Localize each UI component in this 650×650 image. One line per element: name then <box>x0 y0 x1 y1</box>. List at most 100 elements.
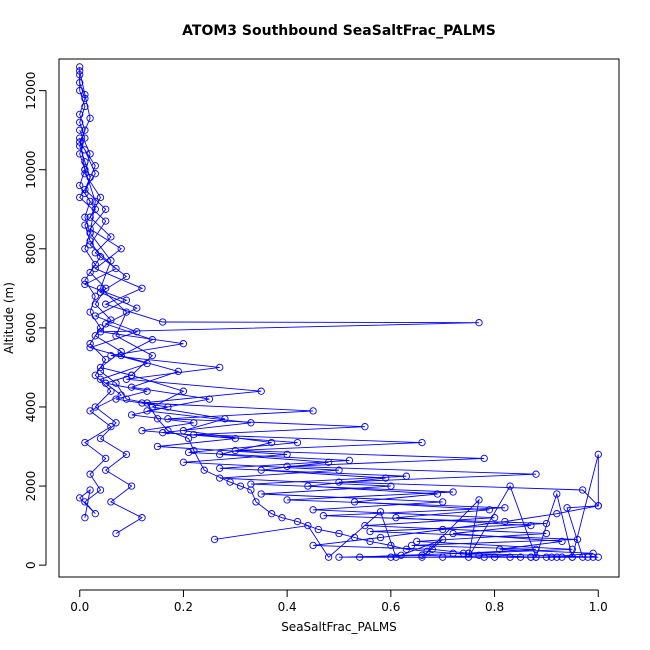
data-point <box>76 494 84 502</box>
data-point <box>216 474 224 482</box>
data-point <box>81 213 89 221</box>
data-point <box>81 280 89 289</box>
data-point <box>138 284 146 292</box>
data-point <box>122 308 131 316</box>
data-point <box>413 537 421 546</box>
data-point <box>102 217 110 225</box>
data-point <box>496 545 504 553</box>
data-point <box>314 525 322 534</box>
data-point <box>91 292 99 300</box>
data-point <box>86 197 94 206</box>
data-point <box>91 510 99 518</box>
data-point <box>96 363 105 372</box>
data-point <box>76 67 84 75</box>
plot-frame <box>58 58 620 578</box>
data-point <box>81 90 89 99</box>
data-point <box>293 517 302 526</box>
data-point <box>91 197 99 206</box>
y-tick-label: 4000 <box>24 392 38 423</box>
data-point <box>96 367 105 376</box>
data-point <box>102 466 110 474</box>
series-layer <box>76 63 602 561</box>
data-point <box>107 351 115 360</box>
data-point <box>122 272 131 281</box>
data-point <box>506 553 514 561</box>
data-point <box>143 387 151 395</box>
data-point <box>247 480 255 488</box>
data-point <box>112 379 120 387</box>
data-point <box>122 395 131 403</box>
data-point <box>96 324 105 332</box>
series-line <box>79 149 149 518</box>
data-point <box>475 551 483 559</box>
y-tick-label: 2000 <box>24 471 38 502</box>
data-point <box>402 545 411 553</box>
data-point <box>138 427 146 435</box>
data-point <box>589 549 597 557</box>
data-point <box>81 245 89 253</box>
y-tick-label: 0 <box>24 561 38 569</box>
data-point <box>558 537 566 546</box>
x-tick-label: 0.8 <box>485 600 504 614</box>
data-point <box>179 340 188 348</box>
data-point <box>86 407 94 415</box>
data-point <box>216 363 224 372</box>
data-point <box>153 415 162 423</box>
data-point <box>76 63 84 71</box>
chart-title: ATOM3 Southbound SeaSaltFrac_PALMS <box>182 23 496 39</box>
data-point <box>86 308 94 316</box>
data-point <box>91 371 99 379</box>
data-point <box>449 488 457 496</box>
y-tick-label: 6000 <box>24 313 38 344</box>
data-point <box>159 318 167 326</box>
data-point <box>112 419 120 427</box>
data-point <box>86 344 94 352</box>
data-point <box>127 482 136 490</box>
data-point <box>96 284 105 292</box>
x-axis-label: SeaSaltFrac_PALMS <box>281 620 397 634</box>
data-point <box>236 482 245 490</box>
data-point <box>418 438 426 447</box>
data-point <box>335 529 343 538</box>
data-point <box>542 553 551 561</box>
data-point <box>594 450 602 459</box>
data-point <box>96 193 105 202</box>
data-point <box>96 486 105 494</box>
data-point <box>133 304 141 312</box>
x-tick-label: 1.0 <box>589 600 608 614</box>
data-point <box>449 529 457 538</box>
data-point <box>190 446 198 455</box>
data-point <box>532 470 540 478</box>
data-point <box>148 351 156 360</box>
data-point <box>480 454 488 463</box>
data-point <box>81 276 89 285</box>
data-point <box>164 427 172 435</box>
data-point <box>91 332 99 340</box>
data-point <box>102 355 110 364</box>
data-point <box>122 375 131 383</box>
data-point <box>76 126 84 134</box>
data-point <box>418 551 426 559</box>
data-point <box>475 319 483 327</box>
data-point <box>594 553 602 561</box>
series-line <box>79 66 599 558</box>
data-point <box>91 260 99 269</box>
data-point <box>350 533 359 542</box>
data-point <box>423 547 431 555</box>
data-point <box>247 419 255 427</box>
data-point <box>76 181 84 190</box>
data-point <box>267 438 276 447</box>
data-point <box>200 466 208 474</box>
data-point <box>257 490 265 498</box>
data-point <box>81 438 89 447</box>
data-point <box>418 553 426 561</box>
data-point <box>174 367 182 376</box>
data-point <box>324 553 333 561</box>
data-point <box>563 504 571 512</box>
data-point <box>506 482 514 490</box>
data-point <box>86 486 94 494</box>
data-point <box>76 193 84 202</box>
data-point <box>76 150 84 158</box>
series-line <box>100 371 531 558</box>
data-point <box>350 498 359 506</box>
